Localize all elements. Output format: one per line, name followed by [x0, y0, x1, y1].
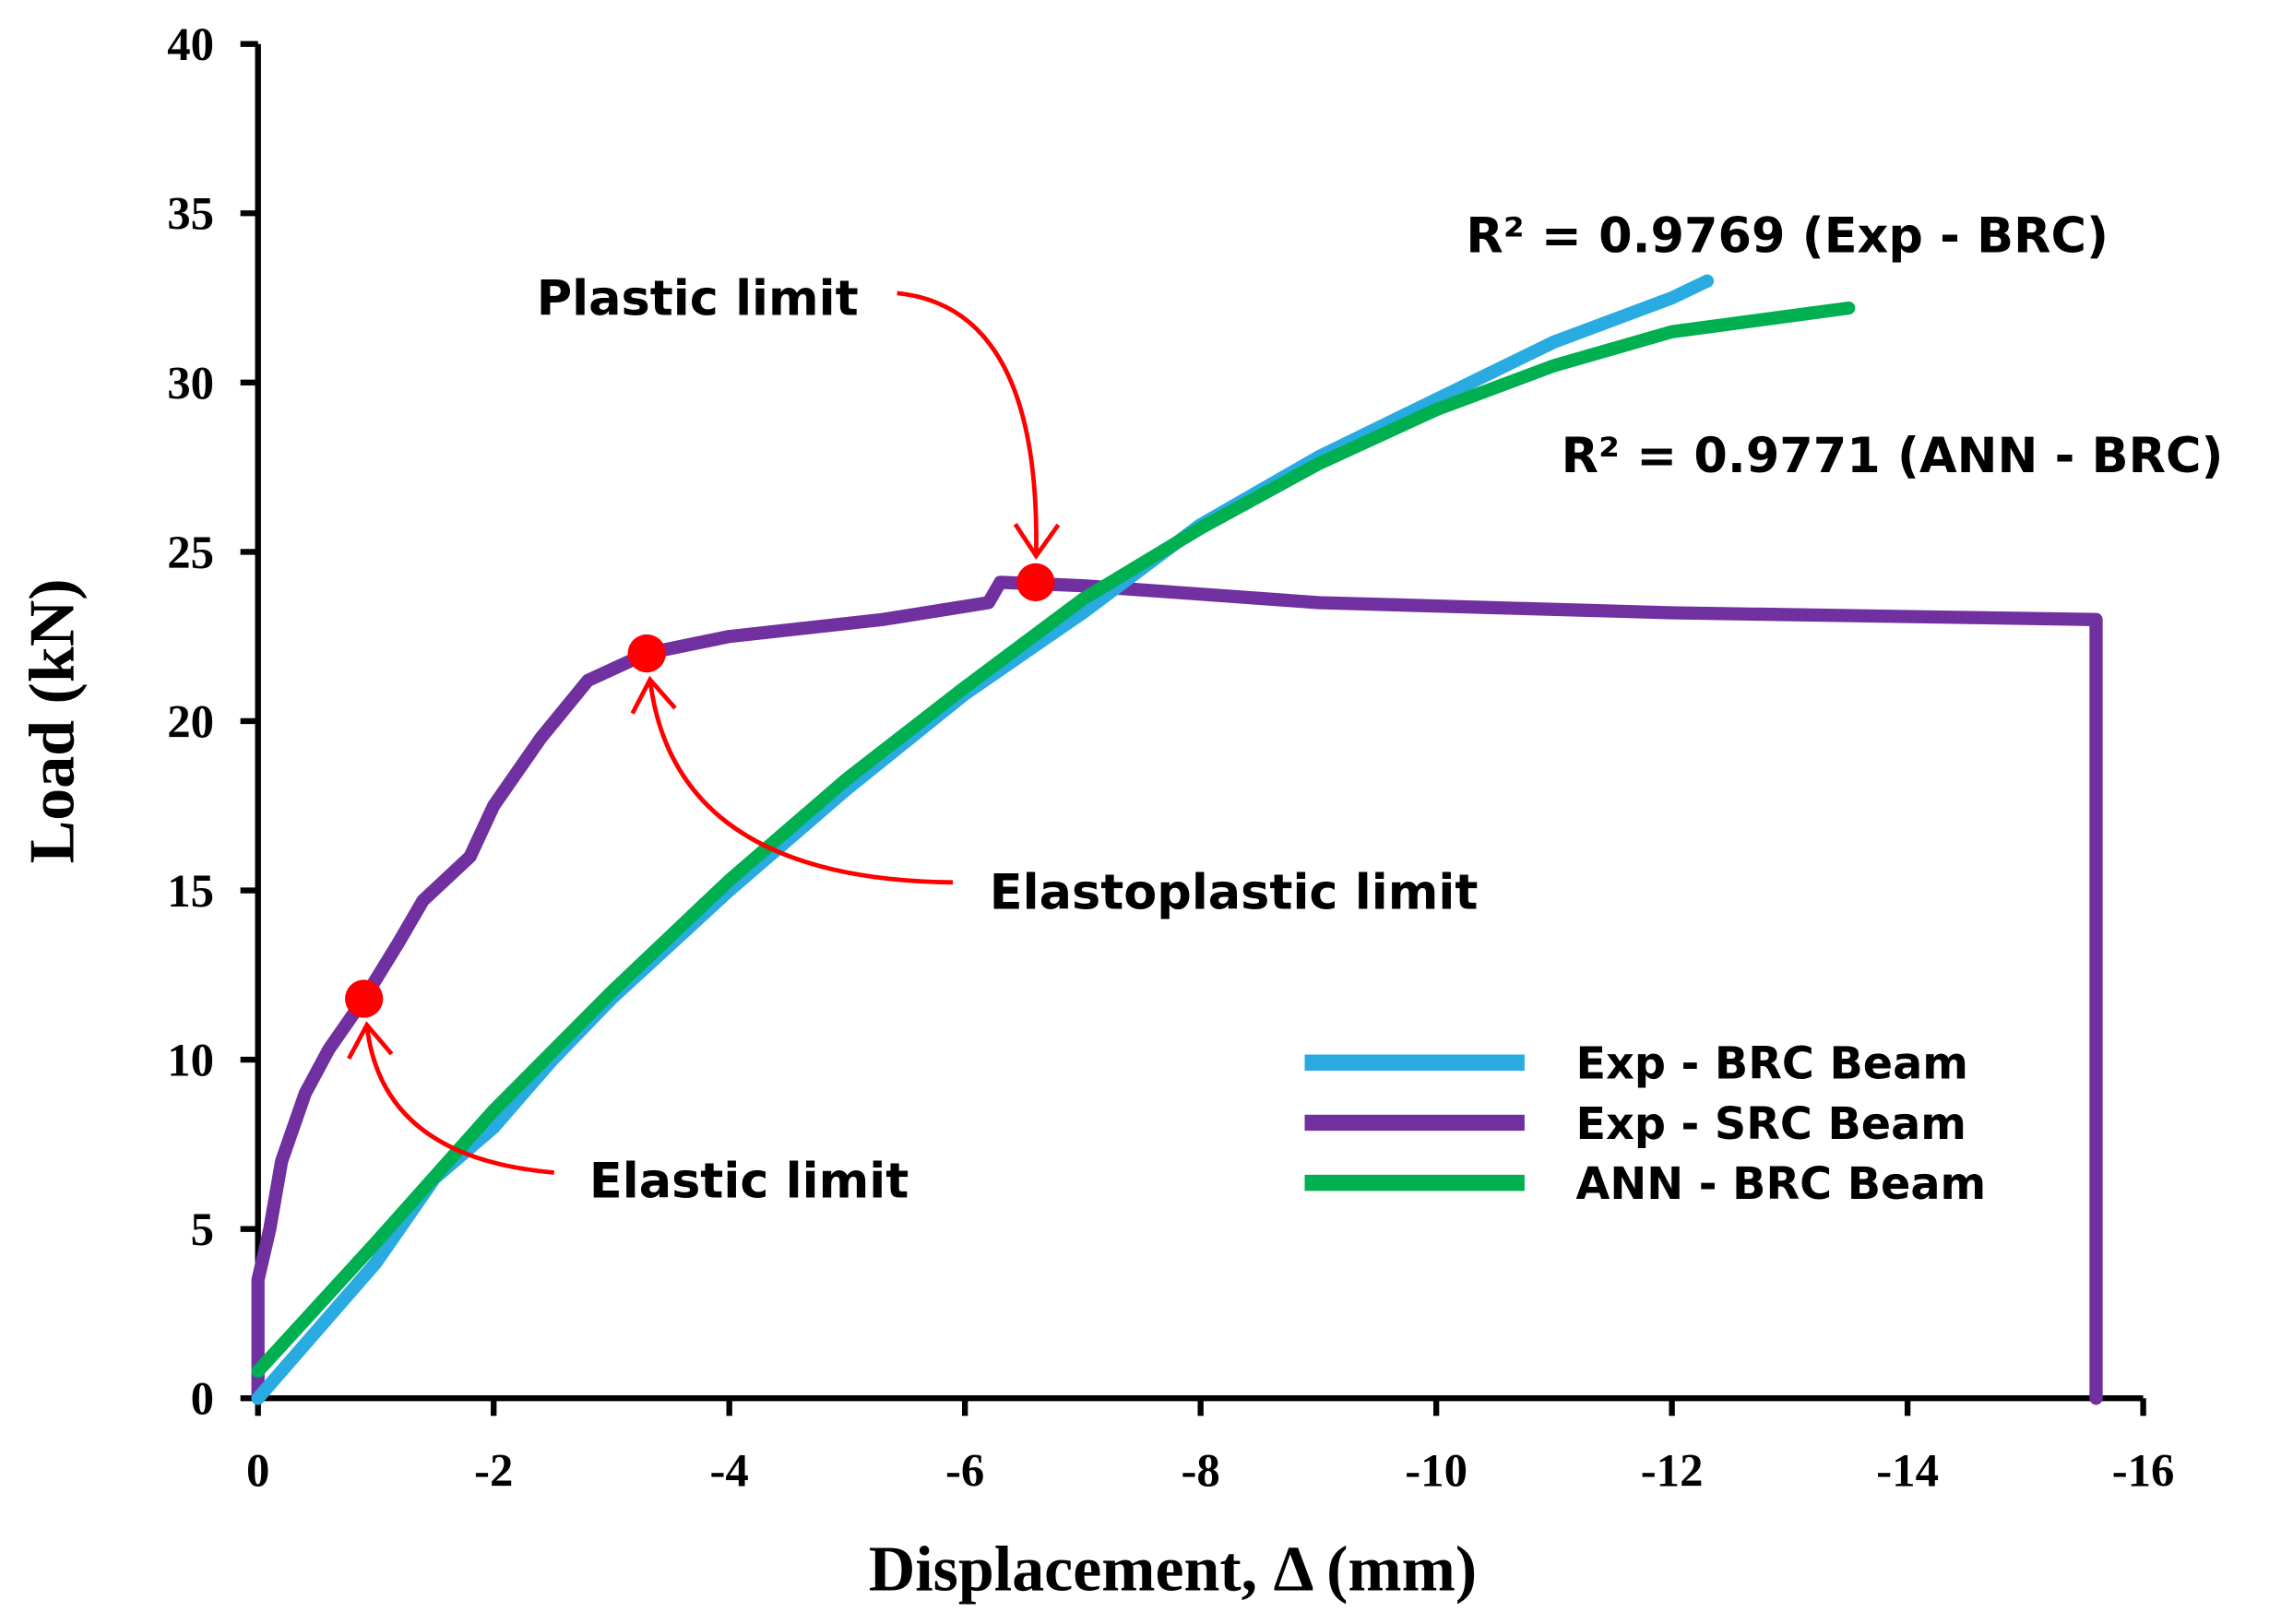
x-tick-label: -16	[2112, 1445, 2175, 1497]
annotation-label: Plastic limit	[537, 271, 859, 327]
annotation-arrow	[364, 1025, 554, 1175]
limit-point	[627, 634, 666, 673]
x-tick-label: -4	[710, 1445, 749, 1497]
limit-point	[345, 979, 384, 1018]
y-tick-label: 15	[167, 865, 214, 917]
x-tick-label: -6	[945, 1445, 984, 1497]
x-tick-label: -8	[1181, 1445, 1219, 1497]
y-tick-label: 35	[167, 188, 214, 240]
y-axis-title: Load (kN)	[17, 579, 88, 864]
arrow-head	[630, 675, 677, 715]
x-tick-label: -14	[1876, 1445, 1939, 1497]
y-tick-label: 5	[191, 1203, 214, 1255]
annotation-arrow	[897, 290, 1039, 556]
arrow-head	[1013, 522, 1061, 561]
r2-label: R² = 0.9771 (ANN - BRC)	[1562, 428, 2224, 484]
x-axis-title: Displacement, Δ (mm)	[869, 1534, 1477, 1605]
x-tick-label: 0	[246, 1445, 269, 1497]
y-tick-label: 40	[167, 18, 214, 70]
legend-label: ANN - BRC Beam	[1576, 1159, 1987, 1210]
limit-point	[1016, 563, 1055, 602]
annotation-arrow	[647, 679, 954, 885]
arrow-head	[347, 1021, 394, 1060]
y-tick-label: 20	[167, 695, 214, 747]
legend-label: Exp - SRC Beam	[1576, 1099, 1966, 1150]
x-tick-label: -12	[1641, 1445, 1704, 1497]
y-tick-label: 25	[167, 527, 214, 578]
annotation-label: Elastic limit	[589, 1153, 909, 1209]
y-tick-label: 30	[167, 357, 214, 409]
y-tick-label: 10	[167, 1035, 214, 1086]
annotation-label: Elastoplastic limit	[990, 864, 1479, 920]
x-tick-label: -10	[1405, 1445, 1467, 1497]
series-line	[251, 575, 2103, 1405]
y-tick-label: 0	[191, 1373, 214, 1425]
r2-label: R² = 0.9769 (Exp - BRC)	[1466, 207, 2109, 264]
series-line	[251, 301, 1856, 1379]
x-tick-label: -2	[474, 1445, 513, 1497]
legend-label: Exp - BRC Beam	[1576, 1039, 1968, 1090]
